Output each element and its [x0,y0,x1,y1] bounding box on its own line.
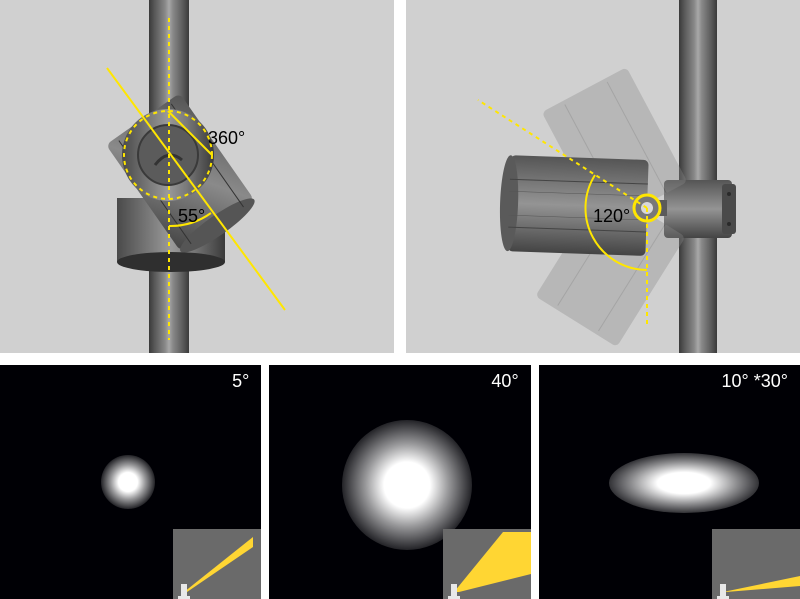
beam-10x30deg-panel: 10° *30° [539,365,800,599]
beam-inset [443,529,531,599]
beam-cone-icon [443,529,531,599]
rotation-annotations [0,0,394,353]
swing-diagram: 120° [406,0,800,353]
beam-cone-icon [173,529,261,599]
beam-angle-label: 40° [491,371,518,392]
beam-cone-icon [712,529,800,599]
beam-spot [101,455,155,509]
beam-angle-label: 10° *30° [722,371,788,392]
beam-spot [609,453,759,513]
beam-inset [173,529,261,599]
rotation-tilt-diagram: 360° 55° [0,0,394,353]
beam-40deg-panel: 40° [269,365,530,599]
swing-annotations [406,0,800,353]
beam-5deg-panel: 5° [0,365,261,599]
rotation-360-label: 360° [208,128,245,149]
tilt-55-label: 55° [178,206,205,227]
beam-inset [712,529,800,599]
swing-120-label: 120° [593,206,630,227]
beam-angle-label: 5° [232,371,249,392]
